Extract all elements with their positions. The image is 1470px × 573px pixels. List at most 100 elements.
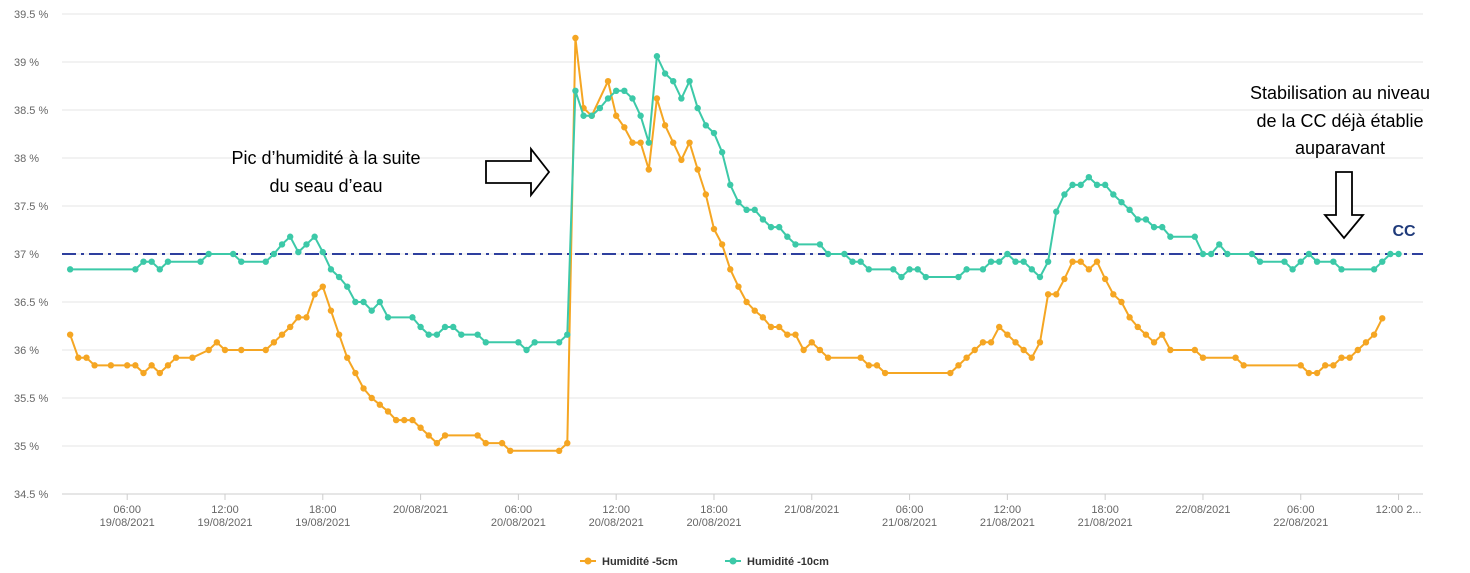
data-point[interactable]	[743, 206, 750, 214]
data-point[interactable]	[604, 95, 612, 102]
data-point[interactable]	[881, 369, 889, 377]
data-point[interactable]	[694, 166, 701, 173]
data-point[interactable]	[735, 283, 742, 290]
data-point[interactable]	[588, 112, 595, 119]
data-point[interactable]	[449, 323, 457, 331]
data-point[interactable]	[1020, 346, 1027, 354]
data-point[interactable]	[1044, 291, 1052, 298]
data-point[interactable]	[629, 139, 636, 146]
data-point[interactable]	[670, 78, 677, 85]
data-point[interactable]	[1061, 275, 1068, 283]
data-point[interactable]	[784, 233, 791, 240]
data-point[interactable]	[441, 432, 449, 439]
data-point[interactable]	[1126, 206, 1133, 214]
data-point[interactable]	[1395, 250, 1402, 258]
data-point[interactable]	[344, 283, 351, 290]
data-point[interactable]	[710, 129, 718, 137]
data-point[interactable]	[1159, 223, 1166, 231]
data-point[interactable]	[1134, 216, 1141, 223]
data-point[interactable]	[482, 339, 489, 346]
data-point[interactable]	[278, 241, 286, 248]
data-point[interactable]	[678, 95, 685, 102]
data-point[interactable]	[352, 298, 359, 306]
data-point[interactable]	[376, 401, 384, 408]
data-point[interactable]	[238, 258, 245, 265]
data-point[interactable]	[319, 248, 326, 256]
data-point[interactable]	[270, 250, 278, 258]
data-point[interactable]	[1020, 258, 1027, 265]
data-point[interactable]	[865, 266, 873, 273]
data-point[interactable]	[1330, 362, 1337, 369]
data-point[interactable]	[75, 354, 82, 361]
data-point[interactable]	[531, 339, 538, 346]
data-point[interactable]	[205, 346, 212, 354]
data-point[interactable]	[1101, 275, 1109, 283]
data-point[interactable]	[425, 432, 432, 439]
data-point[interactable]	[482, 439, 489, 447]
data-point[interactable]	[1028, 266, 1036, 273]
data-point[interactable]	[172, 354, 180, 361]
data-point[interactable]	[1167, 346, 1174, 354]
data-point[interactable]	[564, 439, 571, 447]
data-point[interactable]	[221, 346, 229, 354]
data-point[interactable]	[1289, 266, 1296, 273]
data-point[interactable]	[767, 323, 775, 331]
data-point[interactable]	[384, 408, 392, 415]
data-point[interactable]	[1150, 339, 1158, 346]
data-point[interactable]	[441, 323, 449, 331]
data-point[interactable]	[270, 339, 278, 346]
data-point[interactable]	[572, 87, 579, 95]
data-point[interactable]	[1305, 369, 1313, 377]
data-point[interactable]	[140, 369, 147, 377]
data-point[interactable]	[1199, 250, 1207, 258]
data-point[interactable]	[335, 273, 343, 281]
data-point[interactable]	[686, 78, 693, 85]
data-point[interactable]	[417, 323, 424, 331]
data-point[interactable]	[474, 432, 481, 439]
data-point[interactable]	[123, 362, 131, 369]
data-point[interactable]	[311, 291, 318, 298]
data-point[interactable]	[205, 250, 212, 258]
data-point[interactable]	[360, 385, 367, 392]
data-point[interactable]	[83, 354, 90, 361]
data-point[interactable]	[1142, 216, 1150, 223]
data-point[interactable]	[1110, 291, 1117, 298]
data-point[interactable]	[148, 362, 155, 369]
data-point[interactable]	[1110, 191, 1117, 198]
data-point[interactable]	[987, 258, 995, 265]
data-point[interactable]	[947, 369, 954, 377]
data-point[interactable]	[1322, 362, 1329, 369]
data-point[interactable]	[914, 266, 921, 273]
data-point[interactable]	[197, 258, 204, 265]
data-point[interactable]	[360, 298, 367, 306]
data-point[interactable]	[148, 258, 155, 265]
data-point[interactable]	[1004, 250, 1011, 258]
data-point[interactable]	[295, 248, 302, 256]
data-point[interactable]	[898, 273, 905, 281]
data-point[interactable]	[971, 346, 978, 354]
data-point[interactable]	[955, 362, 962, 369]
data-point[interactable]	[686, 139, 693, 146]
data-point[interactable]	[433, 331, 441, 338]
data-point[interactable]	[963, 354, 970, 361]
data-point[interactable]	[515, 339, 522, 346]
data-point[interactable]	[311, 233, 318, 240]
data-point[interactable]	[694, 104, 701, 112]
data-point[interactable]	[352, 369, 359, 377]
data-point[interactable]	[1012, 339, 1019, 346]
data-point[interactable]	[1118, 298, 1125, 306]
data-point[interactable]	[718, 149, 726, 156]
data-point[interactable]	[808, 339, 815, 346]
data-point[interactable]	[1216, 241, 1223, 248]
legend-item[interactable]: Humidité -5cm	[580, 556, 678, 568]
data-point[interactable]	[564, 331, 571, 338]
data-point[interactable]	[759, 216, 767, 223]
data-point[interactable]	[792, 331, 799, 338]
data-point[interactable]	[678, 156, 685, 164]
data-point[interactable]	[824, 250, 832, 258]
data-point[interactable]	[906, 266, 913, 273]
data-point[interactable]	[873, 362, 881, 369]
data-point[interactable]	[1085, 266, 1093, 273]
data-point[interactable]	[1126, 314, 1133, 321]
data-point[interactable]	[727, 181, 734, 189]
